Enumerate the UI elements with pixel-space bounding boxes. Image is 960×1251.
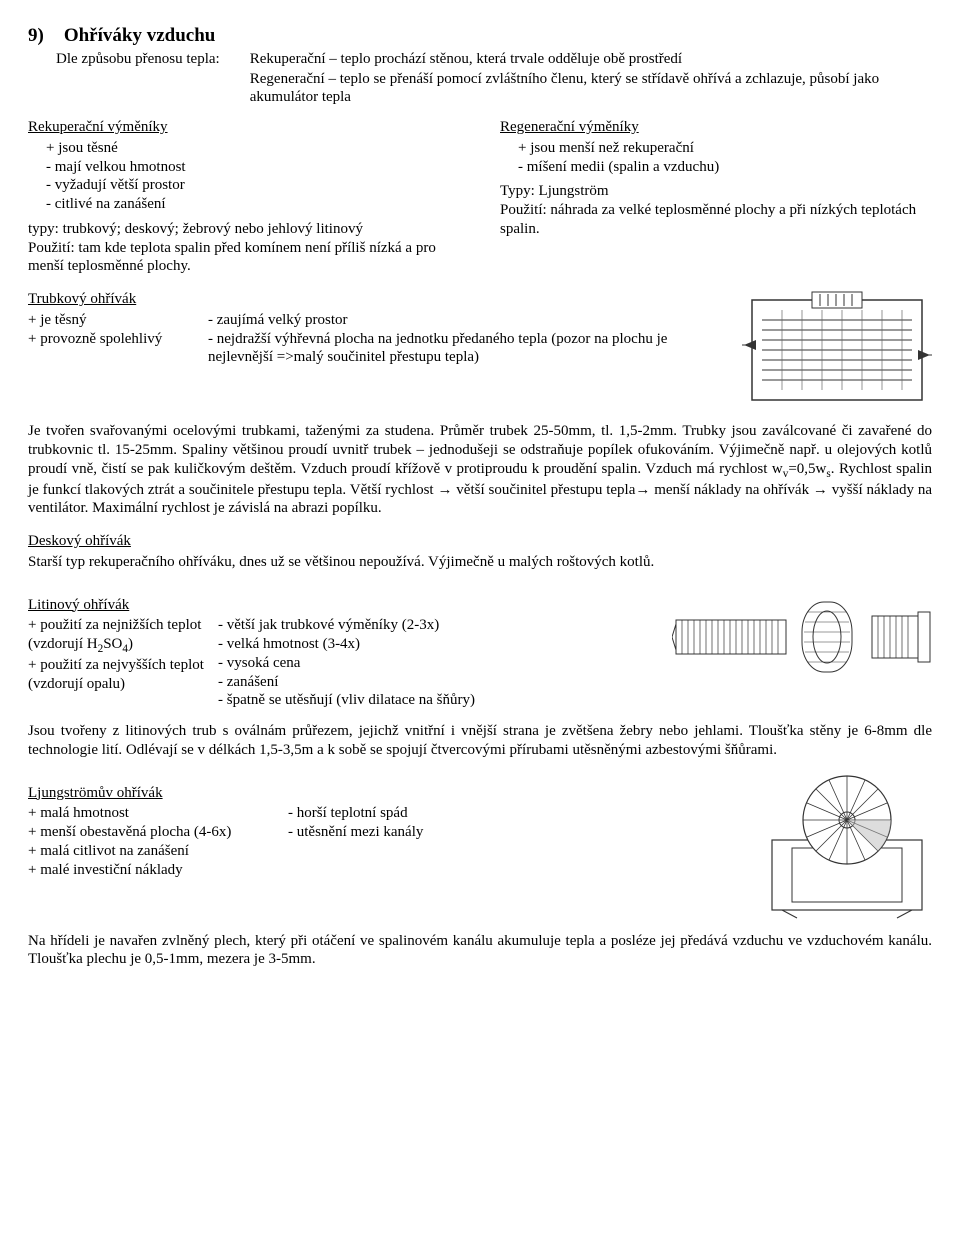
litinovy-plus: + použití za nejnižších teplot (vzdorují… [28,616,218,710]
section-number: 9) [28,24,44,48]
list-item: + menší obestavěná plocha (4-6x) [28,823,288,842]
list-item: - horší teplotní spád [288,804,742,823]
list-item: + použití za nejnižších teplot (vzdorují… [28,616,218,656]
deskovy-text: Starší typ rekuperačního ohříváku, dnes … [28,553,932,572]
paragraph-trubkovy: Je tvořen svařovanými ocelovými trubkami… [28,422,932,518]
trubkovy-figure [742,290,932,410]
list-item: - zanášení [218,673,652,692]
list-item: + je těsný [28,311,208,330]
transfer-method-label: Dle způsobu přenosu tepla: [56,50,246,69]
trubkovy-heading: Trubkový ohřívák [28,290,722,309]
col-regeneracni: Regenerační výměníky + jsou menší než re… [500,118,932,276]
trubkovy-minus: - zaujímá velký prostor - nejdražší výhř… [208,311,722,367]
use-regeneracni: Použití: náhrada za velké teplosměnné pl… [500,201,932,239]
list-item: - nejdražší výhřevná plocha na jednotku … [208,330,722,368]
list-regeneracni: + jsou menší než rekuperační - míšení me… [518,139,932,177]
paragraph-ljung: Na hřídeli je navařen zvlněný plech, kte… [28,932,932,970]
list-item: - utěsnění mezi kanály [288,823,742,842]
list-item: + malé investiční náklady [28,861,288,880]
use-rekuperacni: Použití: tam kde teplota spalin před kom… [28,239,460,277]
list-item: + použití za nejvyšších teplot (vzdorují… [28,656,218,694]
list-item: + malá hmotnost [28,804,288,823]
ljung-text: Ljungströmův ohřívák + malá hmotnost + m… [28,770,742,880]
exchanger-columns: Rekuperační výměníky + jsou těsné - mají… [28,118,932,276]
list-item: - míšení medii (spalin a vzduchu) [518,158,932,177]
litinovy-figure [672,582,932,692]
list-item: - velká hmotnost (3-4x) [218,635,652,654]
heading-regeneracni: Regenerační výměníky [500,118,932,137]
ljung-figure [762,770,932,920]
list-item: - špatně se utěsňují (vliv dilatace na š… [218,691,652,710]
col-rekuperacni: Rekuperační výměníky + jsou těsné - mají… [28,118,460,276]
ljung-block: Ljungströmův ohřívák + malá hmotnost + m… [28,770,932,920]
text: SO [103,636,122,652]
ljung-minus: - horší teplotní spád - utěsnění mezi ka… [288,804,742,879]
section-title: Ohříváky vzduchu [64,24,216,48]
def-regeneracni: Regenerační – teplo se přenáší pomocí zv… [250,70,890,108]
list-item: - vysoká cena [218,654,652,673]
trubkovy-text: Trubkový ohřívák + je těsný + provozně s… [28,290,722,367]
types-regeneracni: Typy: Ljungström [500,182,932,201]
list-item: + jsou těsné [46,139,460,158]
types-rekuperacni: typy: trubkový; deskový; žebrový nebo je… [28,220,460,239]
list-rekuperacni: + jsou těsné - mají velkou hmotnost - vy… [46,139,460,214]
trubkovy-block: Trubkový ohřívák + je těsný + provozně s… [28,290,932,410]
list-item: - mají velkou hmotnost [46,158,460,177]
transfer-method-row: Dle způsobu přenosu tepla: Rekuperační –… [56,50,932,108]
list-item: + malá citlivot na zanášení [28,842,288,861]
litinovy-heading: Litinový ohřívák [28,596,652,615]
paragraph-litinovy: Jsou tvořeny z litinových trub s oválnám… [28,722,932,760]
litinovy-minus: - větší jak trubkové výměníky (2-3x) - v… [218,616,652,710]
transfer-method-defs: Rekuperační – teplo prochází stěnou, kte… [250,50,890,108]
list-item: - větší jak trubkové výměníky (2-3x) [218,616,652,635]
section-title-row: 9) Ohříváky vzduchu [28,24,932,48]
list-item: + jsou menší než rekuperační [518,139,932,158]
ljung-heading: Ljungströmův ohřívák [28,784,742,803]
list-item: + provozně spolehlivý [28,330,208,349]
para-text: =0,5w [788,461,826,477]
list-item: - zaujímá velký prostor [208,311,722,330]
litinovy-block: Litinový ohřívák + použití za nejnižších… [28,582,932,711]
heading-rekuperacni: Rekuperační výměníky [28,118,460,137]
litinovy-text: Litinový ohřívák + použití za nejnižších… [28,582,652,711]
def-rekuperacni: Rekuperační – teplo prochází stěnou, kte… [250,50,890,69]
text: ) [128,636,133,652]
trubkovy-plus: + je těsný + provozně spolehlivý [28,311,208,367]
list-item: - vyžadují větší prostor [46,176,460,195]
ljung-plus: + malá hmotnost + menší obestavěná ploch… [28,804,288,879]
deskovy-heading: Deskový ohřívák [28,532,932,551]
list-item: - citlivé na zanášení [46,195,460,214]
